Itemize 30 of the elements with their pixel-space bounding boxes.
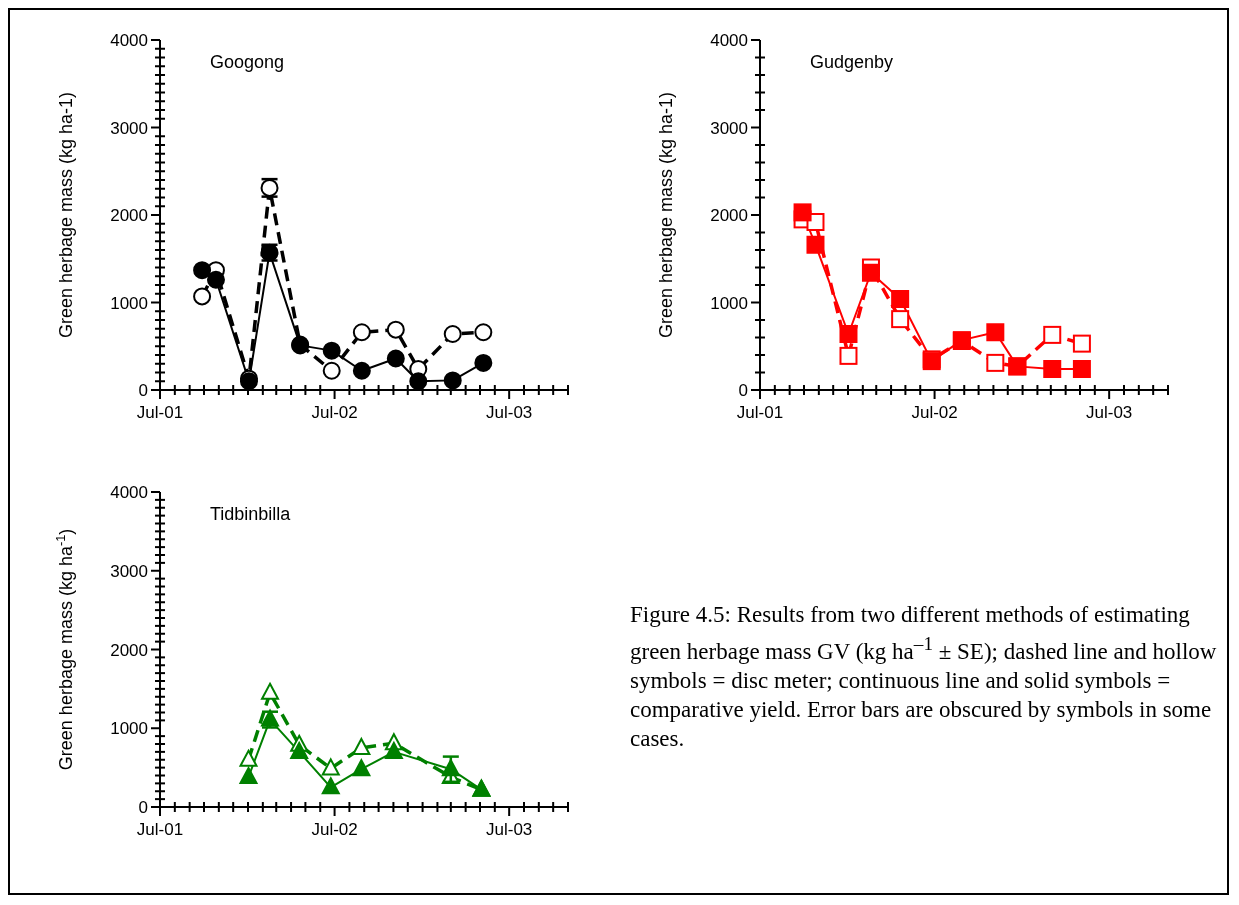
y-tick-label: 2000 [110,206,148,225]
x-tick-label: Jul-02 [311,403,358,422]
y-tick-label: 3000 [110,561,148,581]
y-tick-label: 0 [738,381,748,400]
y-tick-label: 0 [138,798,148,817]
y-axis-title: Green herbage mass (kg ha-1) [56,91,76,339]
y-axis-title: Green herbage mass (kg ha-1) [656,91,676,339]
y-tick-label: 1000 [110,293,148,313]
y-tick-label: 2000 [110,640,148,660]
x-tick-label: Jul-02 [911,403,958,422]
x-tick-label: Jul-03 [1086,403,1133,422]
y-tick-label: 4000 [710,31,748,50]
y-tick-label: 3000 [110,118,148,138]
x-tick-label: Jul-01 [136,820,184,839]
caption: Figure 4.5: Results from two different methods of estimating green herbage mass GV (kg ha$^{–1}$ ± SE); dashed line and hollow symbols = disc meter; continuous line and solid symbols = comparative yield. Error bars are obscured by symbols in some cases. [630,601,1218,753]
x-tick-label: Jul-01 [736,403,784,422]
text: Gudgenby [810,52,894,73]
x-tick-label: Jul-02 [311,820,358,839]
y-tick-label: 4000 [110,483,148,502]
text: Googong [210,52,285,73]
x-tick-label: Jul-03 [486,403,533,422]
x-tick-label: Jul-03 [486,820,533,839]
y-tick-label: 1000 [710,293,748,313]
y-tick-label: 2000 [710,206,748,225]
text: Tidbinbilla [210,504,291,525]
y-tick-label: 3000 [710,118,748,138]
y-tick-label: 0 [138,381,148,400]
y-tick-label: 4000 [110,31,148,50]
y-tick-label: 1000 [110,719,148,739]
x-tick-label: Jul-01 [136,403,184,422]
